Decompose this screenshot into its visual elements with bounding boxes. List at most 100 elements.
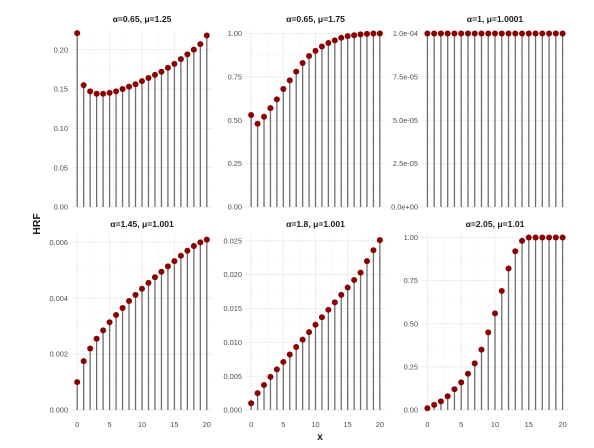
data-point: [512, 248, 519, 255]
data-point: [132, 291, 139, 298]
data-point: [74, 30, 81, 37]
data-point: [312, 321, 319, 328]
data-point: [113, 312, 120, 319]
data-point: [106, 319, 113, 326]
data-point: [539, 234, 546, 241]
data-point: [139, 285, 145, 292]
data-point: [280, 86, 287, 92]
data-point: [184, 247, 191, 254]
y-tick-label: 1.0e-04: [393, 29, 418, 38]
data-point: [498, 30, 505, 37]
y-tick-label: 0.25: [404, 362, 418, 371]
data-point: [177, 56, 184, 63]
data-point: [512, 30, 519, 37]
y-tick-label: 0.015: [224, 304, 243, 313]
data-point: [139, 78, 145, 85]
data-point: [106, 89, 113, 96]
x-tick-label: 5: [108, 420, 112, 429]
y-tick-label: 0.75: [404, 276, 418, 285]
data-point: [464, 30, 471, 37]
x-tick-label: 5: [281, 420, 285, 429]
data-point: [126, 83, 133, 90]
data-point: [93, 335, 100, 342]
y-tick-label: 0.50: [404, 319, 418, 328]
data-point: [376, 237, 383, 244]
x-tick-label: 0: [249, 420, 253, 429]
data-point: [254, 390, 261, 397]
data-point: [318, 43, 325, 50]
data-point: [444, 393, 451, 400]
data-point: [351, 277, 358, 284]
data-point: [451, 386, 458, 393]
data-point: [424, 30, 431, 37]
data-point: [363, 30, 370, 37]
panel-title: α=1.45, μ=1.001: [110, 219, 174, 229]
data-point: [338, 34, 345, 41]
data-point: [357, 269, 364, 276]
data-point: [273, 366, 280, 373]
data-point: [299, 336, 306, 343]
y-tick-label: 1.00: [404, 233, 418, 242]
x-tick-label: 10: [311, 420, 319, 429]
y-axis-label: HRF: [31, 213, 43, 235]
data-point: [87, 345, 94, 352]
y-tick-label: 0.50: [228, 116, 242, 125]
panel-title: α=0.65, μ=1.25: [113, 14, 172, 24]
data-point: [286, 351, 293, 358]
data-point: [478, 346, 485, 353]
data-point: [293, 344, 300, 351]
data-point: [280, 358, 287, 365]
data-point: [331, 299, 338, 306]
data-point: [306, 329, 313, 336]
data-point: [519, 30, 526, 37]
data-point: [177, 252, 184, 259]
x-tick-label: 15: [170, 420, 178, 429]
panel-title: α=2.05, μ=1.01: [466, 219, 525, 229]
y-tick-label: 0.006: [50, 238, 69, 247]
data-point: [338, 291, 345, 298]
data-point: [74, 379, 81, 386]
data-point: [306, 53, 313, 60]
data-point: [254, 120, 261, 127]
data-point: [203, 32, 210, 39]
data-point: [471, 360, 478, 367]
data-point: [478, 30, 485, 37]
panel-4: 0.000 0.002 0.004 0.006 0 5 10 15 20 α=1.45, μ=1.…: [50, 219, 212, 429]
data-point: [299, 59, 306, 66]
data-point: [171, 258, 178, 265]
data-point: [190, 46, 197, 53]
data-point: [458, 30, 465, 37]
data-point: [532, 234, 539, 241]
x-tick-label: 10: [491, 420, 499, 429]
data-point: [546, 234, 553, 241]
data-point: [164, 64, 171, 71]
data-point: [145, 279, 152, 286]
data-point: [100, 90, 107, 97]
x-tick-label: 20: [376, 420, 384, 429]
data-point: [158, 68, 165, 75]
data-point: [164, 263, 171, 270]
data-point: [325, 40, 332, 47]
data-point: [424, 405, 431, 412]
data-point: [525, 30, 532, 37]
data-point: [437, 30, 444, 37]
data-point: [261, 381, 268, 388]
data-point: [437, 398, 444, 405]
data-point: [100, 327, 107, 334]
y-tick-label: 0.15: [54, 85, 68, 94]
data-point: [171, 60, 178, 67]
data-point: [113, 88, 120, 95]
data-point: [190, 243, 197, 250]
data-point: [197, 41, 204, 48]
data-point: [370, 247, 377, 254]
y-tick-label: 0.0e+00: [391, 203, 418, 212]
data-point: [267, 373, 274, 380]
panel-6: 0.00 0.25 0.50 0.75 1.00 0 5 10 15 20 α=2.05, μ=1.…: [404, 219, 568, 429]
data-point: [444, 30, 451, 37]
panel-5: 0.000 0.005 0.010 0.015 0.020 0.025 0 5 10 15 20 α=…: [224, 219, 385, 429]
data-point: [151, 71, 158, 78]
data-point: [93, 90, 100, 97]
y-tick-label: 0.00: [228, 203, 242, 212]
data-point: [286, 77, 293, 84]
